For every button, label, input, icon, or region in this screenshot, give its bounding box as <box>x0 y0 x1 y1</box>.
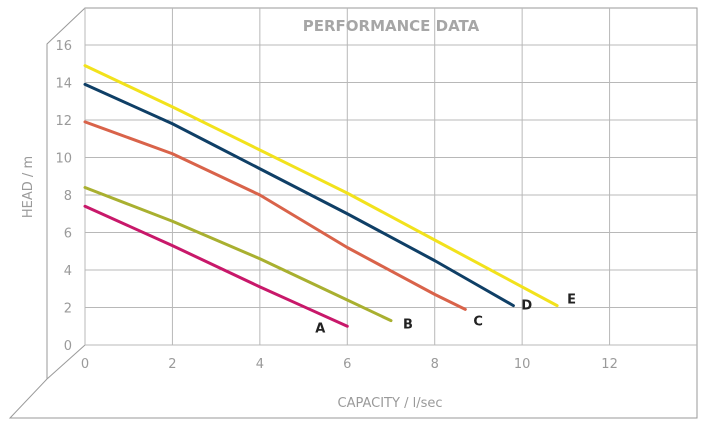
series-label-e: E <box>567 293 576 308</box>
series-line-c <box>83 120 467 311</box>
x-tick-label: 2 <box>168 357 176 372</box>
y-tick-label: 2 <box>64 302 72 317</box>
series-line-e <box>83 64 559 308</box>
x-tick-label: 12 <box>601 357 618 372</box>
x-tick-label: 6 <box>343 357 351 372</box>
x-tick-label: 0 <box>81 357 89 372</box>
y-tick-label: 0 <box>64 339 72 354</box>
plot-floor <box>8 345 698 419</box>
y-tick-label: 14 <box>55 77 72 92</box>
series-line-a <box>83 204 349 328</box>
series-label-c: C <box>473 314 483 329</box>
y-tick-label: 12 <box>55 114 72 129</box>
series-line-d <box>83 82 515 308</box>
plot-back-plane <box>84 7 698 346</box>
y-tick-label: 8 <box>64 189 72 204</box>
x-tick-label: 4 <box>256 357 264 372</box>
y-tick-label: 10 <box>55 152 72 167</box>
y-tick-label: 16 <box>55 39 72 54</box>
x-axis-label: CAPACITY / l/sec <box>338 396 443 411</box>
chart-title: PERFORMANCE DATA <box>303 17 480 35</box>
series-line-b <box>83 186 393 323</box>
y-tick-label: 4 <box>64 264 72 279</box>
plot-side-wall <box>46 7 86 379</box>
plot-floor-edge-back <box>46 344 86 380</box>
series-label-d: D <box>521 299 532 314</box>
series-label-a: A <box>315 321 325 336</box>
x-tick-label: 10 <box>514 357 531 372</box>
y-tick-label: 6 <box>64 227 72 242</box>
y-axis-label: HEAD / m <box>21 156 36 218</box>
x-tick-label: 8 <box>431 357 439 372</box>
series-label-b: B <box>403 318 413 333</box>
